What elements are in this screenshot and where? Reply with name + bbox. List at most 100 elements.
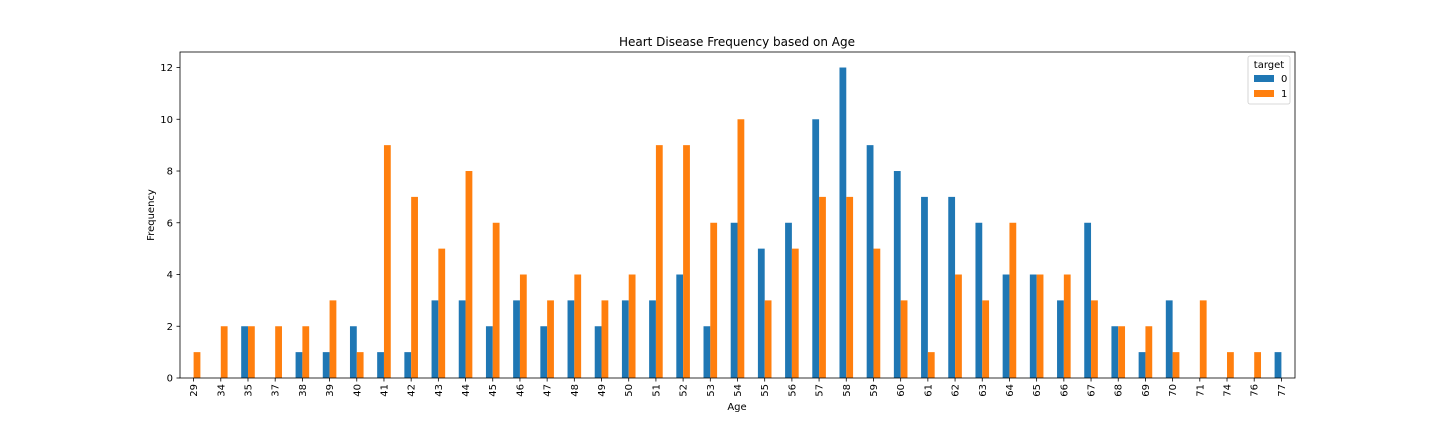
bar-series-1-age-48: [574, 274, 582, 378]
bar-series-1-age-51: [655, 145, 663, 378]
x-tick-label-59: 59: [869, 384, 880, 397]
x-tick-label-41: 41: [379, 384, 390, 397]
bars-layer: [193, 67, 1282, 379]
bar-series-0-age-63: [975, 222, 983, 378]
bar-series-0-age-44: [458, 300, 466, 378]
bar-series-1-age-58: [846, 196, 854, 378]
bar-series-1-age-59: [873, 248, 881, 378]
x-tick-label-61: 61: [923, 384, 934, 397]
bar-series-1-age-61: [927, 352, 935, 378]
x-tick-label-47: 47: [543, 384, 554, 397]
x-tick-label-34: 34: [216, 384, 227, 397]
bar-series-1-age-50: [628, 274, 636, 378]
bar-series-0-age-52: [676, 274, 684, 378]
bar-series-0-age-67: [1084, 222, 1092, 378]
bar-series-0-age-70: [1165, 300, 1173, 378]
legend-swatch-series-0: [1254, 75, 1274, 82]
bar-series-0-age-50: [621, 300, 629, 378]
ticks-layer: 29 34 35 37 38 39 40 41 42 43 44 45 46 47 48 49 50 51 52 53…: [160, 63, 1288, 397]
legend-label-series-1: 1: [1281, 89, 1287, 100]
x-tick-label-53: 53: [706, 384, 717, 397]
x-tick-label-49: 49: [597, 384, 608, 397]
bar-series-0-age-41: [377, 352, 384, 378]
bar-series-1-age-66: [1063, 274, 1071, 378]
x-tick-label-68: 68: [1114, 384, 1125, 397]
x-tick-label-51: 51: [651, 384, 662, 397]
bar-series-1-age-63: [982, 300, 990, 378]
x-tick-label-62: 62: [951, 384, 962, 397]
y-tick-label-4: 4: [167, 270, 173, 281]
bar-series-1-age-70: [1172, 352, 1180, 378]
bar-series-0-age-38: [295, 352, 303, 378]
bar-series-1-age-47: [547, 300, 554, 378]
plot-frame: [179, 51, 1296, 379]
bar-series-1-age-57: [819, 196, 826, 378]
bar-series-0-age-54: [730, 222, 738, 378]
bar-series-0-age-68: [1111, 326, 1119, 378]
bar-series-1-age-68: [1118, 326, 1126, 378]
bar-series-1-age-74: [1227, 352, 1234, 378]
y-axis-label: Frequency: [146, 189, 157, 241]
x-axis-label: Age: [727, 402, 746, 413]
bar-series-0-age-40: [349, 326, 357, 378]
y-tick-label-2: 2: [167, 322, 173, 333]
x-tick-label-67: 67: [1087, 384, 1098, 397]
bar-series-1-age-29: [193, 352, 201, 378]
bar-series-0-age-66: [1057, 300, 1064, 378]
x-tick-label-35: 35: [243, 384, 254, 397]
bar-series-0-age-35: [241, 326, 248, 378]
bar-series-1-age-42: [411, 196, 418, 378]
x-tick-label-50: 50: [624, 384, 635, 397]
y-tick-label-12: 12: [160, 63, 173, 74]
bar-series-1-age-71: [1199, 300, 1207, 378]
x-tick-label-42: 42: [407, 384, 418, 397]
x-tick-label-37: 37: [271, 384, 282, 397]
bar-series-1-age-40: [356, 352, 364, 378]
bar-series-0-age-46: [513, 300, 520, 378]
bar-series-0-age-47: [540, 326, 548, 378]
bar-series-0-age-48: [567, 300, 575, 378]
bar-series-0-age-64: [1002, 274, 1010, 378]
bar-series-1-age-49: [601, 300, 609, 378]
x-tick-label-44: 44: [461, 384, 472, 397]
bar-series-1-age-39: [329, 300, 337, 378]
bar-series-1-age-52: [683, 145, 690, 378]
x-tick-label-48: 48: [570, 384, 581, 397]
bar-series-1-age-46: [519, 274, 527, 378]
bar-series-0-age-69: [1138, 352, 1146, 378]
legend-label-series-0: 0: [1281, 74, 1287, 85]
legend-title: target: [1254, 60, 1284, 71]
x-tick-label-56: 56: [787, 384, 798, 397]
bar-series-1-age-53: [710, 222, 718, 378]
bar-series-1-age-62: [955, 274, 962, 378]
bar-series-0-age-49: [594, 326, 602, 378]
bar-series-1-age-76: [1254, 352, 1262, 378]
x-tick-label-43: 43: [434, 384, 445, 397]
bar-series-1-age-56: [791, 248, 799, 378]
bar-series-0-age-42: [404, 352, 412, 378]
x-tick-label-77: 77: [1277, 384, 1288, 397]
y-tick-label-10: 10: [160, 115, 173, 126]
bar-series-1-age-54: [737, 119, 745, 379]
bar-series-1-age-44: [465, 171, 473, 378]
x-tick-label-74: 74: [1223, 384, 1234, 397]
x-tick-label-57: 57: [815, 384, 826, 397]
x-tick-label-76: 76: [1250, 384, 1261, 397]
bar-series-0-age-62: [948, 196, 956, 378]
bar-series-1-age-69: [1145, 326, 1153, 378]
x-tick-label-65: 65: [1032, 384, 1043, 397]
bar-series-1-age-38: [302, 326, 310, 378]
bar-series-0-age-65: [1029, 274, 1037, 378]
bar-series-0-age-77: [1274, 352, 1282, 378]
bar-series-1-age-41: [383, 145, 391, 378]
bar-series-1-age-37: [275, 326, 282, 378]
x-tick-label-52: 52: [679, 384, 690, 397]
bar-series-0-age-58: [839, 67, 847, 379]
x-tick-label-63: 63: [978, 384, 989, 397]
x-tick-label-46: 46: [515, 384, 526, 397]
x-tick-label-69: 69: [1141, 384, 1152, 397]
x-tick-label-58: 58: [842, 384, 853, 397]
bar-series-1-age-65: [1036, 274, 1044, 378]
bar-series-0-age-61: [921, 196, 928, 378]
